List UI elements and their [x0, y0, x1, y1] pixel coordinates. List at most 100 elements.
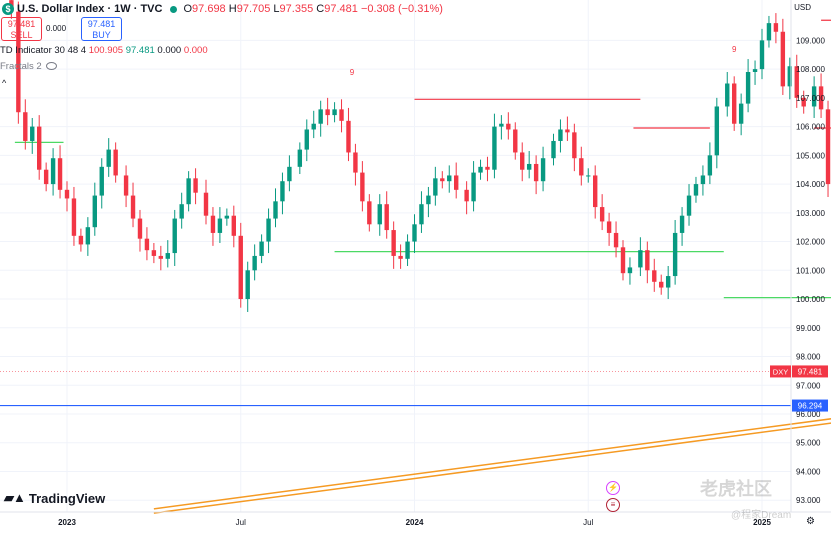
- td-marks: 99: [350, 45, 737, 77]
- symbol-name[interactable]: U.S. Dollar Index · 1W · TVC: [17, 3, 163, 15]
- candle-up: [627, 257, 633, 285]
- candle-down: [339, 99, 344, 133]
- candle-body: [332, 109, 337, 116]
- candle-body: [130, 195, 136, 219]
- candle-body: [203, 192, 209, 216]
- price-tags: DXY 97.481 96.294: [770, 365, 828, 412]
- time-axis[interactable]: 2023Jul2024Jul2025Jul2026Jul2027: [58, 518, 831, 527]
- candle-down: [780, 18, 786, 95]
- trend-line: [153, 418, 831, 510]
- community-watermark: 老虎社区: [700, 479, 772, 499]
- eye-hidden-icon[interactable]: [45, 62, 57, 71]
- candle-body: [766, 23, 772, 41]
- candle-up: [186, 171, 191, 212]
- candle-down: [652, 258, 657, 292]
- sell-button[interactable]: 97.481 SELL: [1, 17, 42, 41]
- ohlc-high: 97.705: [236, 3, 271, 15]
- trend-channel[interactable]: [153, 326, 831, 514]
- candle-up: [99, 158, 104, 209]
- candle-body: [725, 83, 730, 107]
- candle-body: [659, 281, 664, 288]
- candle-down: [391, 221, 396, 269]
- candle-body: [645, 250, 650, 271]
- sell-label: SELL: [10, 30, 33, 40]
- candle-down: [506, 112, 511, 140]
- candle-body: [245, 270, 250, 300]
- candle-up: [540, 146, 546, 192]
- candle-body: [377, 204, 382, 225]
- lightning-event-icon[interactable]: ⚡: [606, 481, 620, 495]
- buy-button[interactable]: 97.481 BUY: [81, 17, 122, 41]
- candle-up: [752, 60, 758, 85]
- candle-body: [506, 123, 511, 130]
- candle-down: [37, 115, 42, 180]
- candle-down: [64, 181, 70, 212]
- candle-down: [78, 228, 84, 252]
- td-indicator-label: TD Indicator 30 48 4: [0, 45, 87, 56]
- current-price-tag: 97.481: [798, 367, 823, 376]
- candle-body: [533, 163, 539, 182]
- candle-body: [426, 195, 431, 205]
- currency-label[interactable]: USD: [794, 3, 811, 12]
- candle-body: [78, 235, 84, 245]
- candle-body: [686, 195, 692, 216]
- candle-body: [471, 172, 476, 202]
- candle-body: [565, 129, 570, 133]
- candle-up: [551, 133, 556, 166]
- candle-up: [419, 191, 424, 233]
- candle-body: [367, 201, 372, 225]
- watermark-user: @程家Dream: [731, 510, 792, 521]
- buy-label: BUY: [92, 30, 111, 40]
- dollar-logo-icon: $: [2, 3, 14, 15]
- candle-up: [266, 208, 271, 254]
- settings-gear-icon[interactable]: ⚙: [806, 516, 815, 527]
- candle-body: [179, 204, 184, 219]
- candle-body: [64, 189, 70, 199]
- candle-body: [732, 83, 737, 124]
- candle-body: [773, 23, 779, 32]
- candle-body: [238, 235, 243, 300]
- candle-down: [825, 100, 831, 198]
- time-tick-label: 2024: [406, 518, 424, 527]
- fractals-legend[interactable]: Fractals 2: [0, 61, 57, 72]
- candle-body: [579, 158, 584, 176]
- candle-body: [638, 250, 643, 268]
- price-tick-label: 103.000: [796, 209, 825, 218]
- candle-body: [652, 270, 657, 282]
- tradingview-wordmark: TradingView: [28, 490, 106, 506]
- candle-up: [433, 166, 438, 206]
- candle-body: [318, 109, 323, 124]
- candle-down: [485, 156, 490, 182]
- candle-up: [179, 192, 184, 229]
- candle-body: [297, 149, 303, 167]
- candle-body: [759, 40, 765, 70]
- candle-body: [325, 109, 330, 116]
- price-tick-label: 107.000: [796, 94, 825, 103]
- candle-up: [679, 207, 685, 246]
- td-value-4: 0.000: [183, 45, 208, 56]
- td-indicator-legend[interactable]: TD Indicator 30 48 4 100.905 97.481 0.00…: [0, 45, 208, 56]
- candle-up: [759, 28, 765, 80]
- price-tick-label: 95.000: [796, 439, 821, 448]
- candle-body: [252, 255, 257, 271]
- candle-body: [593, 175, 598, 208]
- us-flag-event-icon[interactable]: ≡: [606, 498, 620, 512]
- price-axis[interactable]: 93.000 94.000 95.000 96.000 97.000 98.000 99.0…: [796, 36, 825, 505]
- candle-body: [172, 218, 177, 254]
- candle-up: [245, 261, 250, 312]
- tradingview-logo[interactable]: ▰▲ TradingView: [4, 490, 105, 506]
- candle-body: [304, 129, 309, 150]
- candle-body: [280, 181, 285, 202]
- candle-body: [440, 178, 445, 182]
- time-tick-label: 2025: [753, 518, 771, 527]
- ohlc-close: 97.481: [324, 3, 358, 15]
- candle-body: [752, 69, 758, 72]
- buy-price: 97.481: [87, 19, 116, 29]
- candle-body: [43, 169, 49, 185]
- candle-body: [217, 218, 223, 233]
- candle-up: [638, 237, 643, 277]
- collapse-legend-icon[interactable]: ^: [2, 78, 7, 88]
- support-tag-bg: [792, 399, 828, 412]
- candles: [9, 0, 831, 312]
